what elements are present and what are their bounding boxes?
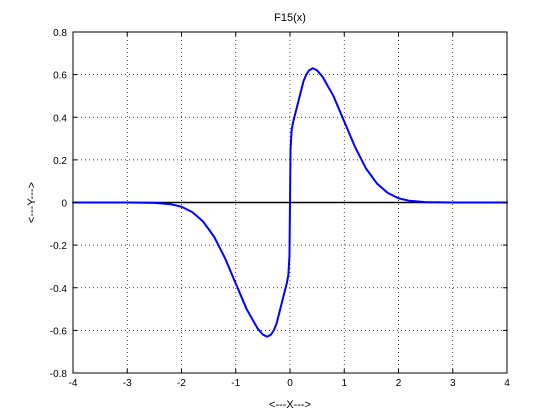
x-tick-label: 1 — [341, 378, 347, 389]
x-tick-label: 0 — [287, 378, 293, 389]
y-tick-label: -0.2 — [50, 241, 68, 252]
y-tick-label: 0.4 — [53, 113, 67, 124]
y-tick-label: 0.2 — [53, 156, 67, 167]
y-tick-label: 0 — [61, 199, 67, 210]
chart-title: F15(x) — [274, 12, 306, 24]
x-tick-label: -2 — [177, 378, 186, 389]
x-axis-label: <---X---> — [269, 399, 311, 411]
y-tick-label: -0.6 — [50, 326, 68, 337]
x-tick-label: -3 — [123, 378, 132, 389]
axis-ticks: -4 -3 -2 -1 0 1 2 3 4 -0.8 -0.6 -0.4 -0.2 0 0.2 0.4 0.6 0… — [50, 28, 510, 389]
y-tick-label: 0.6 — [53, 71, 67, 82]
x-tick-label: 3 — [450, 378, 456, 389]
f15-curve-series — [72, 67, 508, 338]
y-tick-label: 0.8 — [53, 28, 67, 39]
x-tick-label: -4 — [69, 378, 78, 389]
x-tick-label: 4 — [504, 378, 510, 389]
x-tick-label: 2 — [396, 378, 402, 389]
x-tick-label: -1 — [231, 378, 240, 389]
series-layer — [72, 67, 508, 338]
y-tick-label: -0.4 — [50, 284, 68, 295]
y-tick-label: -0.8 — [50, 369, 68, 380]
y-axis-label: <---Y---> — [26, 182, 38, 223]
